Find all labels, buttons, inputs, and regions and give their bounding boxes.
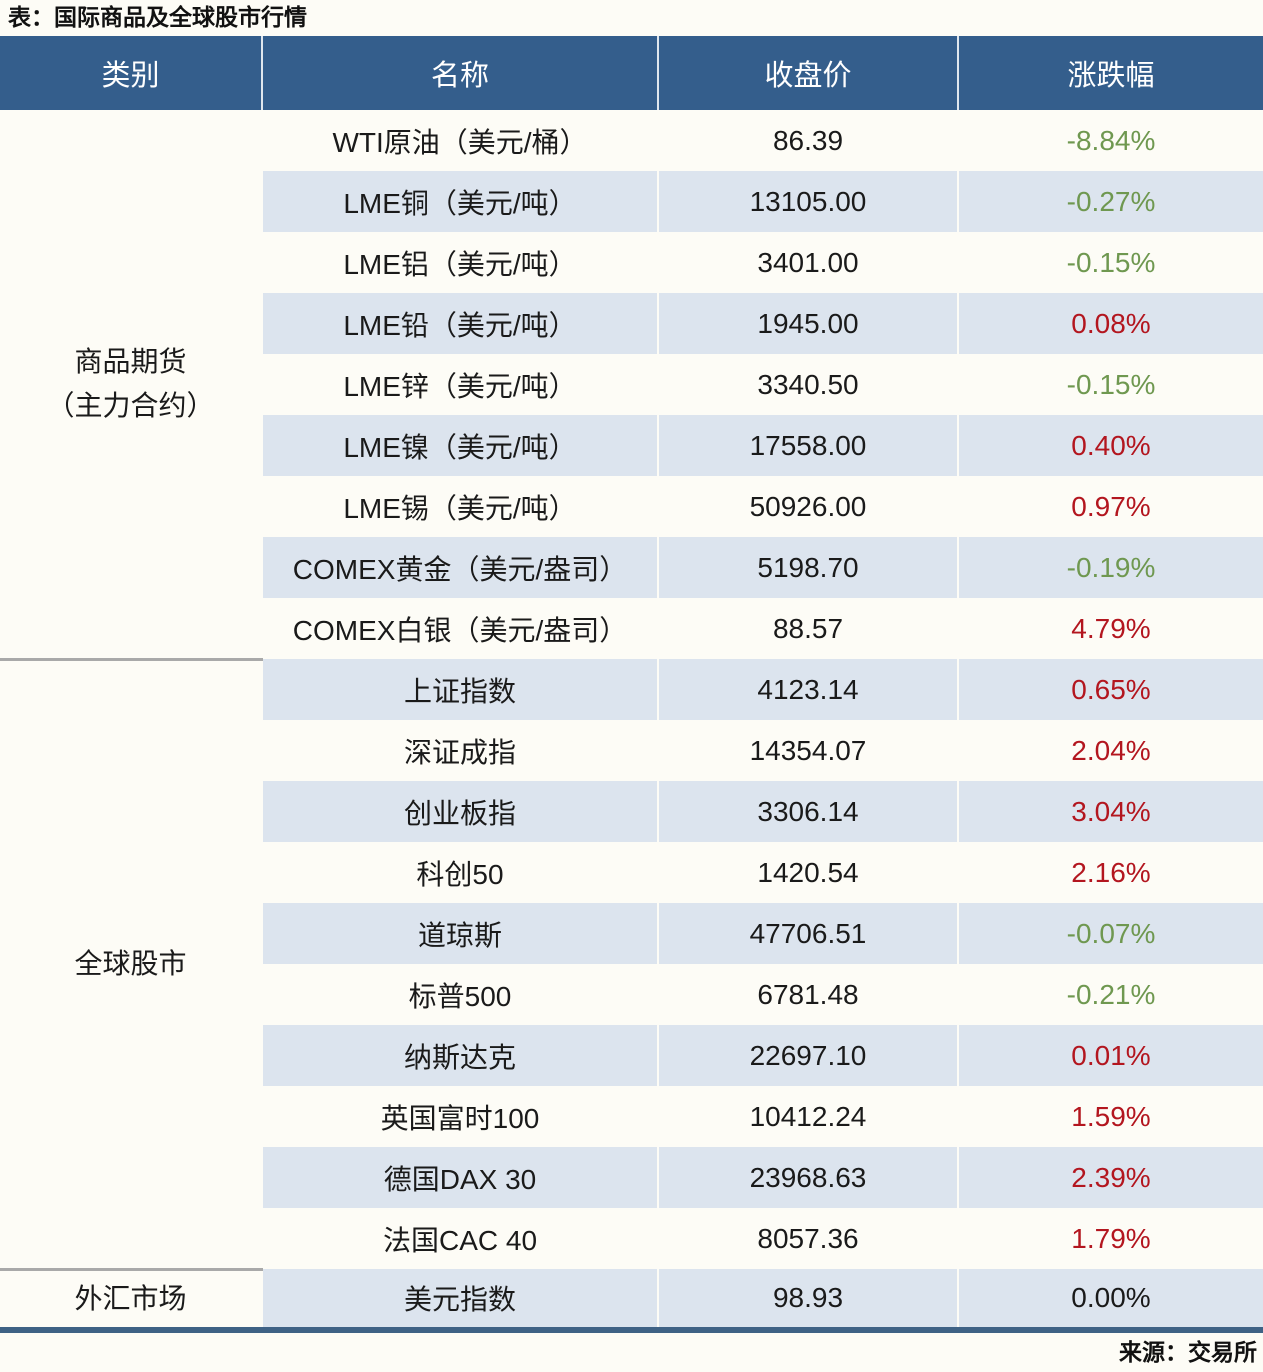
name-cell: 上证指数 bbox=[261, 659, 658, 720]
change-pct-cell: 0.01% bbox=[957, 1025, 1263, 1086]
close-price-cell: 86.39 bbox=[657, 110, 958, 171]
change-pct-cell: 0.65% bbox=[957, 659, 1263, 720]
table-row: 深证成指 14354.07 2.04% bbox=[0, 720, 1263, 781]
table-row: 全球股市 上证指数 4123.14 0.65% bbox=[0, 657, 1263, 1269]
table-row: 纳斯达克 22697.10 0.01% bbox=[0, 1025, 1263, 1086]
close-price-cell: 22697.10 bbox=[657, 1025, 958, 1086]
name-cell: LME铅（美元/吨） bbox=[261, 293, 658, 354]
name-cell: 德国DAX 30 bbox=[261, 1147, 658, 1208]
category-cell: 外汇市场 bbox=[0, 1267, 262, 1330]
category-label: 全球股市 bbox=[74, 948, 187, 980]
table-row: LME锌（美元/吨） 3340.50 -0.15% bbox=[0, 354, 1263, 415]
close-price-cell: 10412.24 bbox=[657, 1086, 958, 1147]
close-price-cell: 50926.00 bbox=[657, 476, 958, 537]
table-row: 道琼斯 47706.51 -0.07% bbox=[0, 903, 1263, 964]
name-cell: LME锌（美元/吨） bbox=[261, 354, 658, 415]
table-row: 商品期货 （主力合约） WTI原油（美元/桶） 86.39 -8.84% bbox=[0, 110, 1263, 659]
table-row: COMEX白银（美元/盎司） 88.57 4.79% bbox=[0, 598, 1263, 659]
change-pct-cell: -0.19% bbox=[957, 537, 1263, 598]
table-header: 类别 名称 收盘价 涨跌幅 bbox=[0, 36, 1263, 110]
header-category: 类别 bbox=[0, 36, 262, 110]
name-cell: COMEX黄金（美元/盎司） bbox=[261, 537, 658, 598]
table-row: 创业板指 3306.14 3.04% bbox=[0, 781, 1263, 842]
close-price-cell: 47706.51 bbox=[657, 903, 958, 964]
name-cell: LME锡（美元/吨） bbox=[261, 476, 658, 537]
change-pct-cell: 0.97% bbox=[957, 476, 1263, 537]
close-price-cell: 3401.00 bbox=[657, 232, 958, 293]
table-row: LME锡（美元/吨） 50926.00 0.97% bbox=[0, 476, 1263, 537]
market-table: 类别 名称 收盘价 涨跌幅 商品期货 （主力合约） WTI原油（美元/桶） 86.39… bbox=[0, 36, 1263, 1333]
close-price-cell: 88.57 bbox=[657, 598, 958, 659]
header-name: 名称 bbox=[261, 36, 658, 110]
close-price-cell: 3340.50 bbox=[657, 354, 958, 415]
close-price-cell: 5198.70 bbox=[657, 537, 958, 598]
name-cell: 标普500 bbox=[261, 964, 658, 1025]
close-price-cell: 13105.00 bbox=[657, 171, 958, 232]
close-price-cell: 23968.63 bbox=[657, 1147, 958, 1208]
category-cell: 全球股市 bbox=[0, 657, 262, 1269]
change-pct-cell: 2.04% bbox=[957, 720, 1263, 781]
source-note: 来源：交易所 bbox=[1119, 1339, 1257, 1365]
name-cell: LME铜（美元/吨） bbox=[261, 171, 658, 232]
table-row: 法国CAC 40 8057.36 1.79% bbox=[0, 1208, 1263, 1269]
close-price-cell: 8057.36 bbox=[657, 1208, 958, 1269]
change-pct-cell: 1.79% bbox=[957, 1208, 1263, 1269]
close-price-cell: 4123.14 bbox=[657, 659, 958, 720]
name-cell: LME铝（美元/吨） bbox=[261, 232, 658, 293]
name-cell: WTI原油（美元/桶） bbox=[261, 110, 658, 171]
close-price-cell: 6781.48 bbox=[657, 964, 958, 1025]
name-cell: 英国富时100 bbox=[261, 1086, 658, 1147]
change-pct-cell: 2.16% bbox=[957, 842, 1263, 903]
table-body: 商品期货 （主力合约） WTI原油（美元/桶） 86.39 -8.84% LME铜（美元/… bbox=[0, 110, 1263, 1330]
table-row: LME铅（美元/吨） 1945.00 0.08% bbox=[0, 293, 1263, 354]
close-price-cell: 3306.14 bbox=[657, 781, 958, 842]
name-cell: COMEX白银（美元/盎司） bbox=[261, 598, 658, 659]
category-cell: 商品期货 （主力合约） bbox=[0, 110, 262, 659]
category-label: 外汇市场 bbox=[74, 1283, 187, 1315]
change-pct-cell: -0.15% bbox=[957, 232, 1263, 293]
change-pct-cell: 4.79% bbox=[957, 598, 1263, 659]
change-pct-cell: -8.84% bbox=[957, 110, 1263, 171]
name-cell: 纳斯达克 bbox=[261, 1025, 658, 1086]
header-row: 类别 名称 收盘价 涨跌幅 bbox=[0, 36, 1263, 110]
table-row: 德国DAX 30 23968.63 2.39% bbox=[0, 1147, 1263, 1208]
close-price-cell: 98.93 bbox=[657, 1269, 958, 1330]
table-row: 科创50 1420.54 2.16% bbox=[0, 842, 1263, 903]
change-pct-cell: -0.15% bbox=[957, 354, 1263, 415]
table-row: LME铜（美元/吨） 13105.00 -0.27% bbox=[0, 171, 1263, 232]
close-price-cell: 1420.54 bbox=[657, 842, 958, 903]
table-row: LME镍（美元/吨） 17558.00 0.40% bbox=[0, 415, 1263, 476]
change-pct-cell: 0.40% bbox=[957, 415, 1263, 476]
name-cell: 美元指数 bbox=[261, 1269, 658, 1330]
name-cell: 科创50 bbox=[261, 842, 658, 903]
header-close: 收盘价 bbox=[657, 36, 958, 110]
name-cell: 创业板指 bbox=[261, 781, 658, 842]
name-cell: 道琼斯 bbox=[261, 903, 658, 964]
change-pct-cell: 0.00% bbox=[957, 1269, 1263, 1330]
table-row: 外汇市场 美元指数 98.93 0.00% bbox=[0, 1267, 1263, 1330]
header-change: 涨跌幅 bbox=[957, 36, 1263, 110]
table-row: LME铝（美元/吨） 3401.00 -0.15% bbox=[0, 232, 1263, 293]
close-price-cell: 14354.07 bbox=[657, 720, 958, 781]
category-label: 商品期货 bbox=[74, 346, 187, 378]
change-pct-cell: 2.39% bbox=[957, 1147, 1263, 1208]
name-cell: 深证成指 bbox=[261, 720, 658, 781]
change-pct-cell: 3.04% bbox=[957, 781, 1263, 842]
name-cell: 法国CAC 40 bbox=[261, 1208, 658, 1269]
page-title: 表：国际商品及全球股市行情 bbox=[8, 4, 307, 30]
name-cell: LME镍（美元/吨） bbox=[261, 415, 658, 476]
close-price-cell: 17558.00 bbox=[657, 415, 958, 476]
change-pct-cell: -0.27% bbox=[957, 171, 1263, 232]
table-row: 标普500 6781.48 -0.21% bbox=[0, 964, 1263, 1025]
change-pct-cell: -0.07% bbox=[957, 903, 1263, 964]
change-pct-cell: 0.08% bbox=[957, 293, 1263, 354]
category-label: （主力合约） bbox=[46, 389, 215, 421]
change-pct-cell: 1.59% bbox=[957, 1086, 1263, 1147]
change-pct-cell: -0.21% bbox=[957, 964, 1263, 1025]
close-price-cell: 1945.00 bbox=[657, 293, 958, 354]
table-row: COMEX黄金（美元/盎司） 5198.70 -0.19% bbox=[0, 537, 1263, 598]
table-row: 英国富时100 10412.24 1.59% bbox=[0, 1086, 1263, 1147]
